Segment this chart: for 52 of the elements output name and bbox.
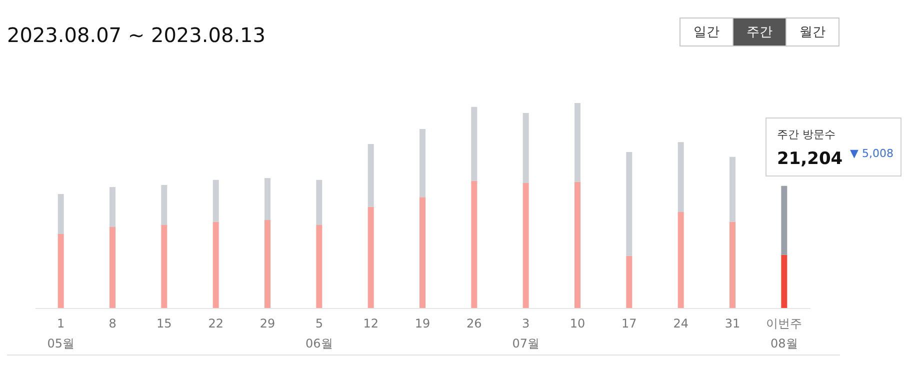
bar	[420, 129, 426, 198]
x-tick-label: 24	[673, 316, 688, 330]
text: 주간	[746, 25, 772, 40]
bar	[264, 220, 270, 308]
bar	[58, 234, 64, 308]
x-tick-label: 17	[622, 316, 637, 330]
bar	[110, 227, 116, 308]
text: ▼ 5,008	[850, 147, 894, 160]
bar	[58, 194, 64, 234]
bar	[368, 206, 374, 308]
bar	[730, 156, 736, 222]
bar	[781, 254, 788, 308]
x-tick-label: 31	[724, 316, 740, 330]
x-tick-label: 12	[363, 316, 378, 330]
bar	[368, 144, 374, 207]
text: 일간	[694, 25, 720, 40]
bar	[781, 186, 788, 255]
x-tick-label: 10	[570, 316, 586, 330]
x-tick-label: 1 05월	[47, 316, 74, 350]
x-tick-label: 29	[260, 316, 276, 330]
bar	[212, 222, 219, 308]
bar	[626, 152, 632, 256]
bar	[264, 178, 270, 220]
bar	[522, 182, 529, 308]
bar	[626, 256, 632, 308]
x-tick-label: 8	[108, 316, 116, 330]
bar	[522, 113, 529, 183]
bar	[316, 224, 322, 308]
bar	[574, 103, 580, 182]
bar	[161, 185, 168, 225]
bar	[574, 182, 580, 308]
text: 월간	[800, 25, 826, 40]
bar	[678, 142, 684, 212]
x-tick-label: 15	[156, 316, 172, 330]
annotation: 주간 방문수	[777, 128, 836, 141]
x-tick-label: 19	[414, 316, 430, 330]
annotation: 21,204	[777, 149, 843, 169]
x-tick-label: 5 06월	[306, 316, 333, 350]
x-tick-label: 26	[466, 316, 482, 330]
bar	[420, 197, 426, 308]
chart-title: 2023.08.07 ~ 2023.08.13	[7, 23, 266, 47]
bar	[471, 106, 478, 181]
x-tick-label: 22	[208, 316, 224, 330]
bar	[161, 224, 168, 308]
bar	[212, 180, 219, 222]
bar	[110, 187, 116, 228]
bar	[316, 180, 322, 225]
bar	[730, 222, 736, 308]
x-tick-label: 3 07월	[512, 316, 540, 350]
x-tick-label: 이번주 08월	[766, 316, 802, 350]
bar	[678, 212, 684, 308]
bar	[471, 180, 478, 308]
